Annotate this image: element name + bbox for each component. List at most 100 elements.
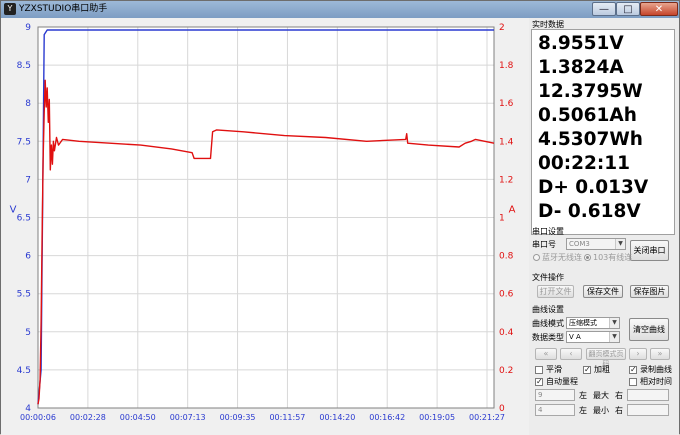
prev-page-button[interactable]: ‹ (560, 348, 582, 360)
y-right-tick-label: 0.6 (499, 290, 514, 300)
right-label-1: 右 (615, 391, 623, 400)
x-tick-label: 00:07:13 (170, 413, 206, 422)
wired-radio[interactable] (584, 254, 591, 261)
save-image-button[interactable]: 保存图片 (630, 285, 669, 298)
last-page-button[interactable]: » (650, 348, 670, 360)
port-label: 串口号 (532, 240, 556, 249)
power-readout: 12.3795W (538, 81, 643, 102)
bluetooth-radio-label: 蓝牙无线连 (542, 253, 582, 262)
x-tick-label: 00:21:27 (469, 413, 505, 422)
right-min-input[interactable] (627, 404, 669, 416)
left-min-input[interactable]: 4 (535, 404, 575, 416)
y-left-tick-label: 9 (25, 23, 31, 33)
x-tick-label: 00:19:05 (419, 413, 455, 422)
x-tick-label: 00:04:50 (120, 413, 156, 422)
y-right-tick-label: 0 (499, 404, 505, 414)
port-select-value: COM3 (569, 240, 590, 248)
current-readout: 1.3824A (538, 57, 624, 78)
realtime-section-title: 实时数据 (532, 20, 564, 29)
line-chart[interactable]: 4 4.5 5 5.5 6 6.5 7 7.5 8 8.5 9 0 0.2 0.4 0.6 0.8 1 1.2 1.… (1, 18, 529, 435)
relative-time-checkbox[interactable] (629, 378, 637, 386)
open-file-button[interactable]: 打开文件 (537, 285, 574, 298)
bold-checkbox[interactable]: ✓ (583, 365, 591, 374)
current-series-line (37, 79, 495, 405)
x-tick-label: 00:11:57 (269, 413, 305, 422)
file-section-title: 文件操作 (532, 273, 564, 282)
y-left-tick-label: 8 (25, 99, 31, 109)
first-page-button[interactable]: « (535, 348, 557, 360)
app-logo-icon: Y (4, 3, 16, 15)
y-right-tick-label: 1.6 (499, 99, 514, 109)
right-max-input[interactable] (627, 389, 669, 401)
data-type-value: V A (569, 333, 581, 341)
capacity-ah-readout: 0.5061Ah (538, 105, 637, 126)
chevron-down-icon: ▼ (609, 332, 619, 342)
left-label-2: 左 (579, 406, 587, 415)
y-right-tick-label: 1 (499, 214, 505, 224)
x-tick-label: 00:00:06 (20, 413, 56, 422)
y-right-tick-label: 1.4 (499, 137, 514, 147)
d-plus-readout: D+ 0.013V (538, 177, 649, 198)
left-label-1: 左 (579, 391, 587, 400)
y-left-tick-label: 4 (25, 404, 31, 414)
bold-label: 加粗 (594, 365, 610, 374)
data-type-select[interactable]: V A ▼ (566, 331, 620, 343)
bluetooth-radio[interactable] (533, 254, 540, 261)
maximize-button[interactable]: □ (616, 2, 640, 16)
serial-section-title: 串口设置 (532, 227, 564, 236)
page-number-button[interactable]: 翻页模式页码 (586, 348, 626, 368)
title-bar: Y YZXSTUDIO串口助手 — □ ✕ (1, 1, 679, 18)
y-left-tick-label: 4.5 (17, 366, 31, 376)
x-tick-label: 00:02:28 (70, 413, 106, 422)
d-minus-readout: D- 0.618V (538, 201, 641, 222)
y-left-tick-label: 6 (25, 252, 31, 262)
right-label-2: 右 (615, 406, 623, 415)
chevron-down-icon: ▼ (609, 318, 619, 328)
x-tick-label: 00:14:20 (319, 413, 355, 422)
y-right-axis-label: A (509, 205, 516, 216)
y-left-tick-label: 7 (25, 175, 31, 185)
clear-curve-button[interactable]: 清空曲线 (629, 318, 669, 341)
y-right-tick-label: 2 (499, 23, 505, 33)
y-left-tick-label: 6.5 (17, 214, 31, 224)
x-tick-label: 00:16:42 (369, 413, 405, 422)
auto-range-label: 自动量程 (546, 377, 578, 386)
y-right-tick-label: 0.8 (499, 252, 514, 262)
port-select[interactable]: COM3 ▼ (566, 238, 626, 250)
chart-area[interactable]: 4 4.5 5 5.5 6 6.5 7 7.5 8 8.5 9 0 0.2 0.4 0.6 0.8 1 1.2 1.… (1, 18, 529, 435)
plot-frame (37, 26, 495, 409)
record-curve-checkbox[interactable]: ✓ (629, 365, 637, 374)
y-right-tick-label: 1.2 (499, 175, 513, 185)
close-port-button[interactable]: 关闭串口 (630, 240, 669, 261)
control-panel: 实时数据 8.9551V 1.3824A 12.3795W 0.5061Ah 4… (529, 18, 679, 435)
realtime-readout: 8.9551V 1.3824A 12.3795W 0.5061Ah 4.5307… (531, 29, 675, 235)
curve-section-title: 曲线设置 (532, 305, 564, 314)
window-title: YZXSTUDIO串口助手 (19, 4, 108, 14)
smooth-checkbox[interactable] (535, 366, 543, 374)
wired-radio-label: 103有线连 (593, 253, 633, 262)
close-button[interactable]: ✕ (640, 2, 678, 16)
max-label: 最大 (593, 391, 609, 400)
y-right-tick-label: 0.2 (499, 366, 513, 376)
y-left-tick-label: 5.5 (17, 290, 31, 300)
save-file-button[interactable]: 保存文件 (583, 285, 623, 298)
y-right-tick-label: 1.8 (499, 61, 514, 71)
curve-mode-select[interactable]: 压缩模式 ▼ (566, 317, 620, 329)
next-page-button[interactable]: › (629, 348, 647, 360)
y-left-tick-label: 8.5 (17, 61, 31, 71)
voltage-readout: 8.9551V (538, 33, 624, 54)
chevron-down-icon: ▼ (615, 239, 625, 249)
record-curve-label: 录制曲线 (640, 365, 672, 374)
minimize-button[interactable]: — (592, 2, 616, 16)
auto-range-checkbox[interactable]: ✓ (535, 377, 543, 386)
min-label: 最小 (593, 406, 609, 415)
y-left-tick-label: 5 (25, 328, 31, 338)
y-left-axis-label: V (10, 205, 17, 216)
y-left-tick-label: 7.5 (17, 137, 31, 147)
relative-time-label: 相对时间 (640, 377, 672, 386)
left-max-input[interactable]: 9 (535, 389, 575, 401)
x-tick-label: 00:09:35 (220, 413, 256, 422)
y-right-tick-label: 0.4 (499, 328, 514, 338)
data-type-label: 数据类型 (532, 333, 564, 342)
